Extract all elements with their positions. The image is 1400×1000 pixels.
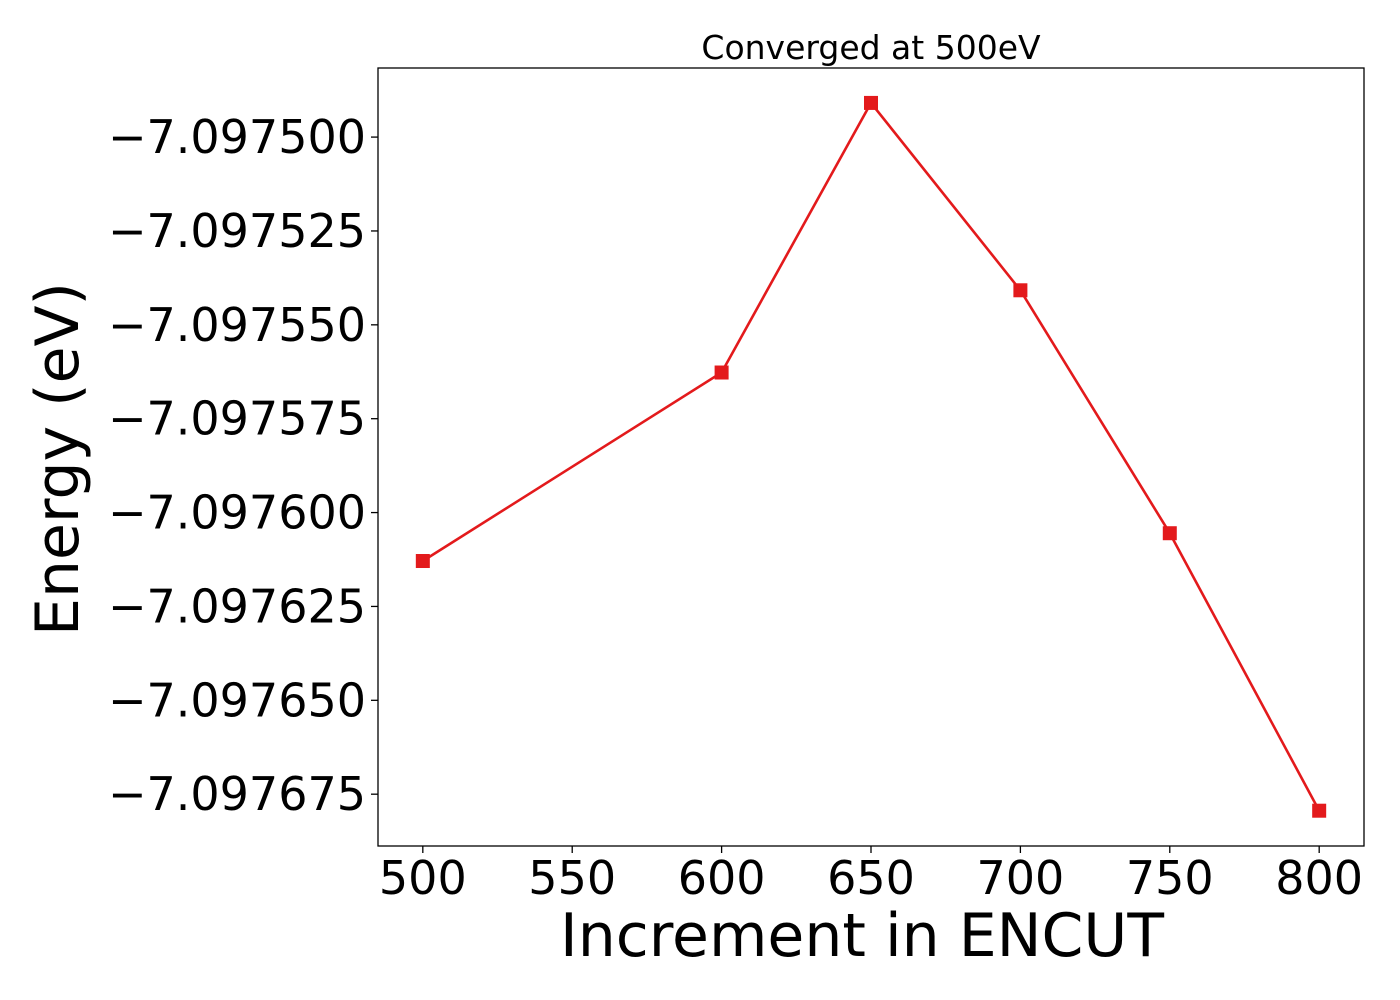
y-tick-label: −7.097650 <box>108 673 366 727</box>
data-point <box>1013 283 1028 298</box>
y-tick-label: −7.097575 <box>108 392 366 446</box>
x-axis-label: Increment in ENCUT <box>560 901 1164 971</box>
x-tick-label: 650 <box>827 851 915 905</box>
chart-title: Converged at 500eV <box>701 28 1041 67</box>
y-tick-label: −7.097525 <box>108 204 366 258</box>
series-layer <box>415 95 1327 818</box>
x-tick-label: 600 <box>678 851 766 905</box>
y-tick-label: −7.097500 <box>108 110 366 164</box>
x-tick-label: 750 <box>1126 851 1214 905</box>
data-point <box>415 554 430 569</box>
y-axis-label: Energy (eV) <box>23 282 93 636</box>
data-point <box>864 95 878 110</box>
x-tick-label: 550 <box>528 851 616 905</box>
y-tick-label: −7.097600 <box>108 486 366 540</box>
x-tick-label: 800 <box>1275 851 1363 905</box>
y-axis: −7.097500 −7.097525 −7.097550 −7.097575 −7.0… <box>108 110 378 821</box>
data-point <box>714 365 729 380</box>
y-tick-label: −7.097675 <box>108 767 366 821</box>
data-point <box>1312 803 1327 818</box>
x-axis: 500 550 600 650 700 750 800 <box>379 846 1363 905</box>
plot-area <box>377 67 1365 847</box>
y-tick-label: −7.097625 <box>108 579 366 633</box>
data-point <box>1162 526 1177 541</box>
x-tick-label: 700 <box>976 851 1064 905</box>
x-tick-label: 500 <box>379 851 467 905</box>
y-tick-label: −7.097550 <box>108 298 366 352</box>
series-line <box>422 101 1321 812</box>
